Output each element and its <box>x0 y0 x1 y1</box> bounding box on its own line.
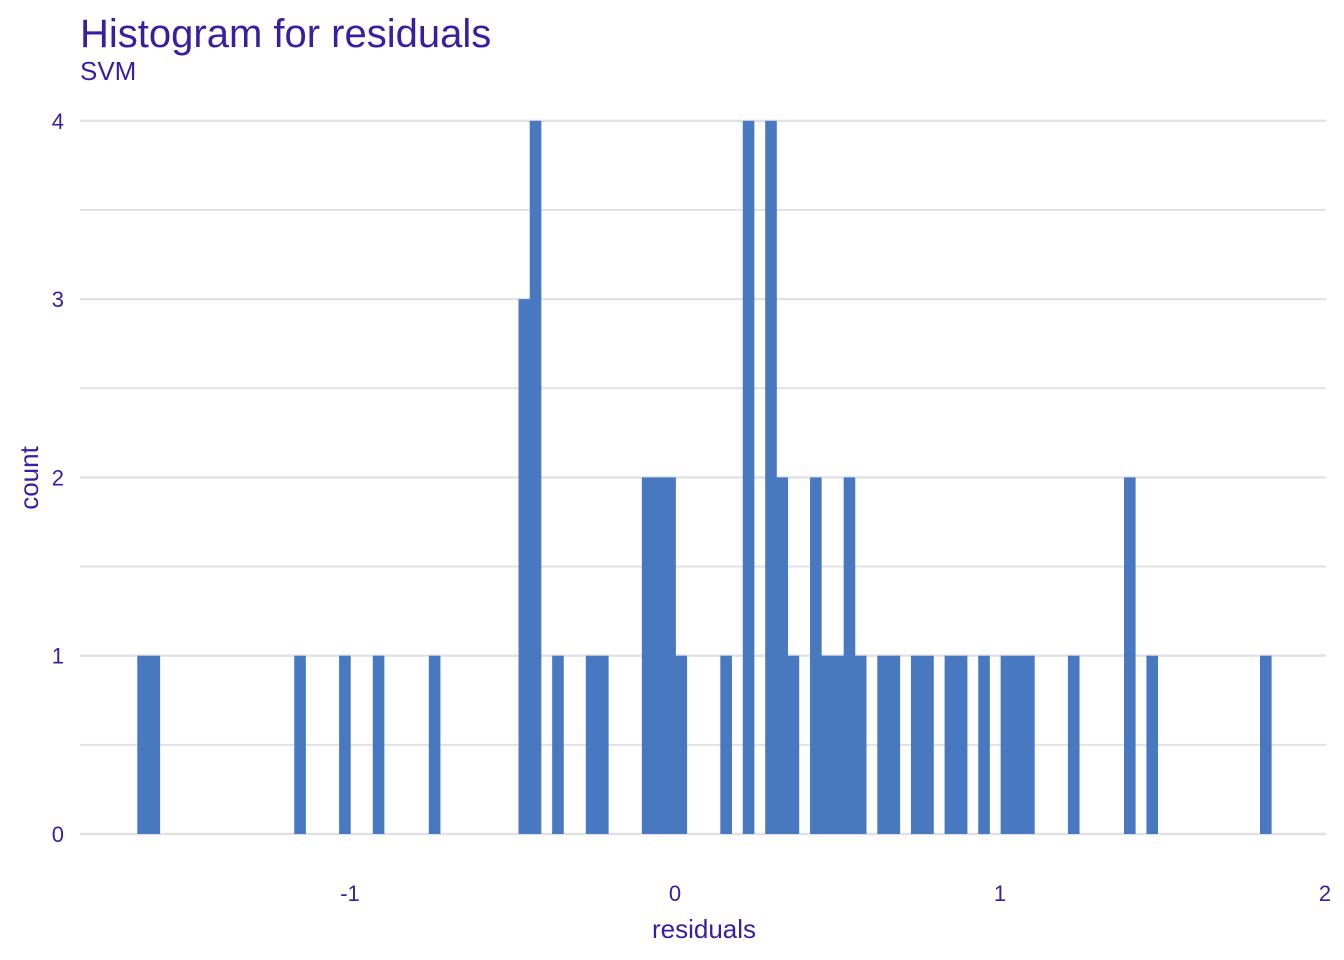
histogram-bar <box>148 655 161 834</box>
histogram-bar <box>585 655 598 834</box>
chart-title: Histogram for residuals <box>80 12 492 56</box>
histogram-bar <box>910 655 923 834</box>
histogram-bar <box>339 655 351 834</box>
histogram-bar <box>978 655 990 834</box>
histogram-bar <box>137 655 149 834</box>
histogram-bar <box>1023 655 1035 834</box>
histogram-bar <box>653 477 665 834</box>
histogram-bar <box>1000 655 1013 834</box>
histogram-bar <box>372 655 385 834</box>
histogram-bar <box>877 655 889 834</box>
histogram-bar <box>675 655 688 834</box>
histogram-bar <box>888 655 901 834</box>
histogram-bar <box>720 655 732 834</box>
histogram-bars <box>137 120 1272 835</box>
y-tick-label: 4 <box>52 109 64 134</box>
histogram-bar <box>597 655 609 834</box>
histogram-bar <box>664 477 676 834</box>
y-tick-label: 0 <box>52 822 64 847</box>
x-tick-label: 0 <box>669 881 681 906</box>
histogram-bar <box>742 120 755 835</box>
histogram-bar <box>529 120 542 835</box>
histogram-bar <box>765 120 777 835</box>
x-tick-label: 2 <box>1319 881 1331 906</box>
histogram-bar <box>843 477 856 834</box>
histogram-bar <box>955 655 968 834</box>
histogram-bar <box>428 655 441 834</box>
histogram-bar <box>641 477 654 834</box>
histogram-bar <box>854 655 867 834</box>
histogram-bar <box>1260 655 1272 834</box>
histogram-bar <box>1146 655 1159 834</box>
x-axis-ticks: -1 0 1 2 <box>340 881 1331 906</box>
grid-lines <box>80 119 1326 836</box>
histogram-bar <box>1067 655 1080 834</box>
histogram-bar <box>1011 655 1024 834</box>
histogram-bar <box>787 655 800 834</box>
y-tick-label: 3 <box>52 287 64 312</box>
histogram-bar <box>810 477 822 834</box>
histogram-bar <box>518 299 531 835</box>
y-axis-ticks: 0 1 2 3 4 <box>52 109 64 847</box>
histogram-bar <box>776 477 789 834</box>
x-tick-label: 1 <box>994 881 1006 906</box>
x-axis-label: residuals <box>652 914 756 944</box>
histogram-bar <box>922 655 934 834</box>
histogram-bar <box>821 655 833 834</box>
histogram-bar <box>552 655 564 834</box>
histogram-bar <box>832 655 845 834</box>
histogram-bar <box>1123 477 1136 834</box>
histogram-bar <box>944 655 957 834</box>
y-axis-label: count <box>14 445 44 509</box>
y-tick-label: 1 <box>52 644 64 669</box>
chart-subtitle: SVM <box>80 56 137 86</box>
x-tick-label: -1 <box>340 881 360 906</box>
y-tick-label: 2 <box>52 465 64 490</box>
histogram-bar <box>294 655 306 834</box>
